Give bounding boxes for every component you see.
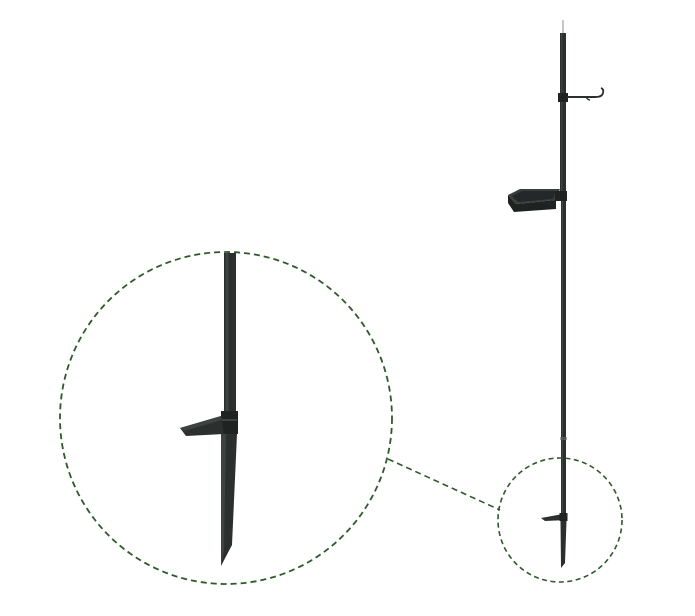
magnified-spike-highlight — [221, 434, 226, 566]
magnifier-source-circle — [497, 457, 623, 583]
pole-shaft-upper-highlight — [561, 33, 563, 193]
tray-front — [508, 195, 556, 212]
magnified-pole-highlight — [225, 253, 229, 413]
tray-bracket — [555, 191, 567, 201]
feeding-tray — [508, 189, 567, 212]
pole-shaft-lower — [561, 193, 566, 515]
feeder-pole — [541, 20, 568, 568]
magnified-foot-plate-top — [180, 416, 222, 431]
hanger-hook — [558, 87, 605, 102]
magnifier-zoom-circle — [59, 251, 393, 585]
pole-shaft-upper — [560, 33, 566, 193]
hanger-hook-mid — [585, 96, 591, 101]
pole-spike — [560, 521, 567, 568]
hanger-hook-end — [595, 87, 605, 98]
pole-joint-marker — [560, 437, 567, 440]
magnified-collar-groove — [222, 419, 237, 421]
magnifier-connector — [387, 458, 501, 511]
detail-magnifier — [59, 251, 623, 585]
magnified-collar — [221, 411, 238, 434]
tray-inner — [512, 191, 556, 202]
pole-foot-collar — [559, 513, 568, 521]
hanger-collar — [558, 93, 568, 102]
magnified-stake — [180, 253, 238, 566]
pole-shaft-lower-highlight — [561, 193, 563, 515]
